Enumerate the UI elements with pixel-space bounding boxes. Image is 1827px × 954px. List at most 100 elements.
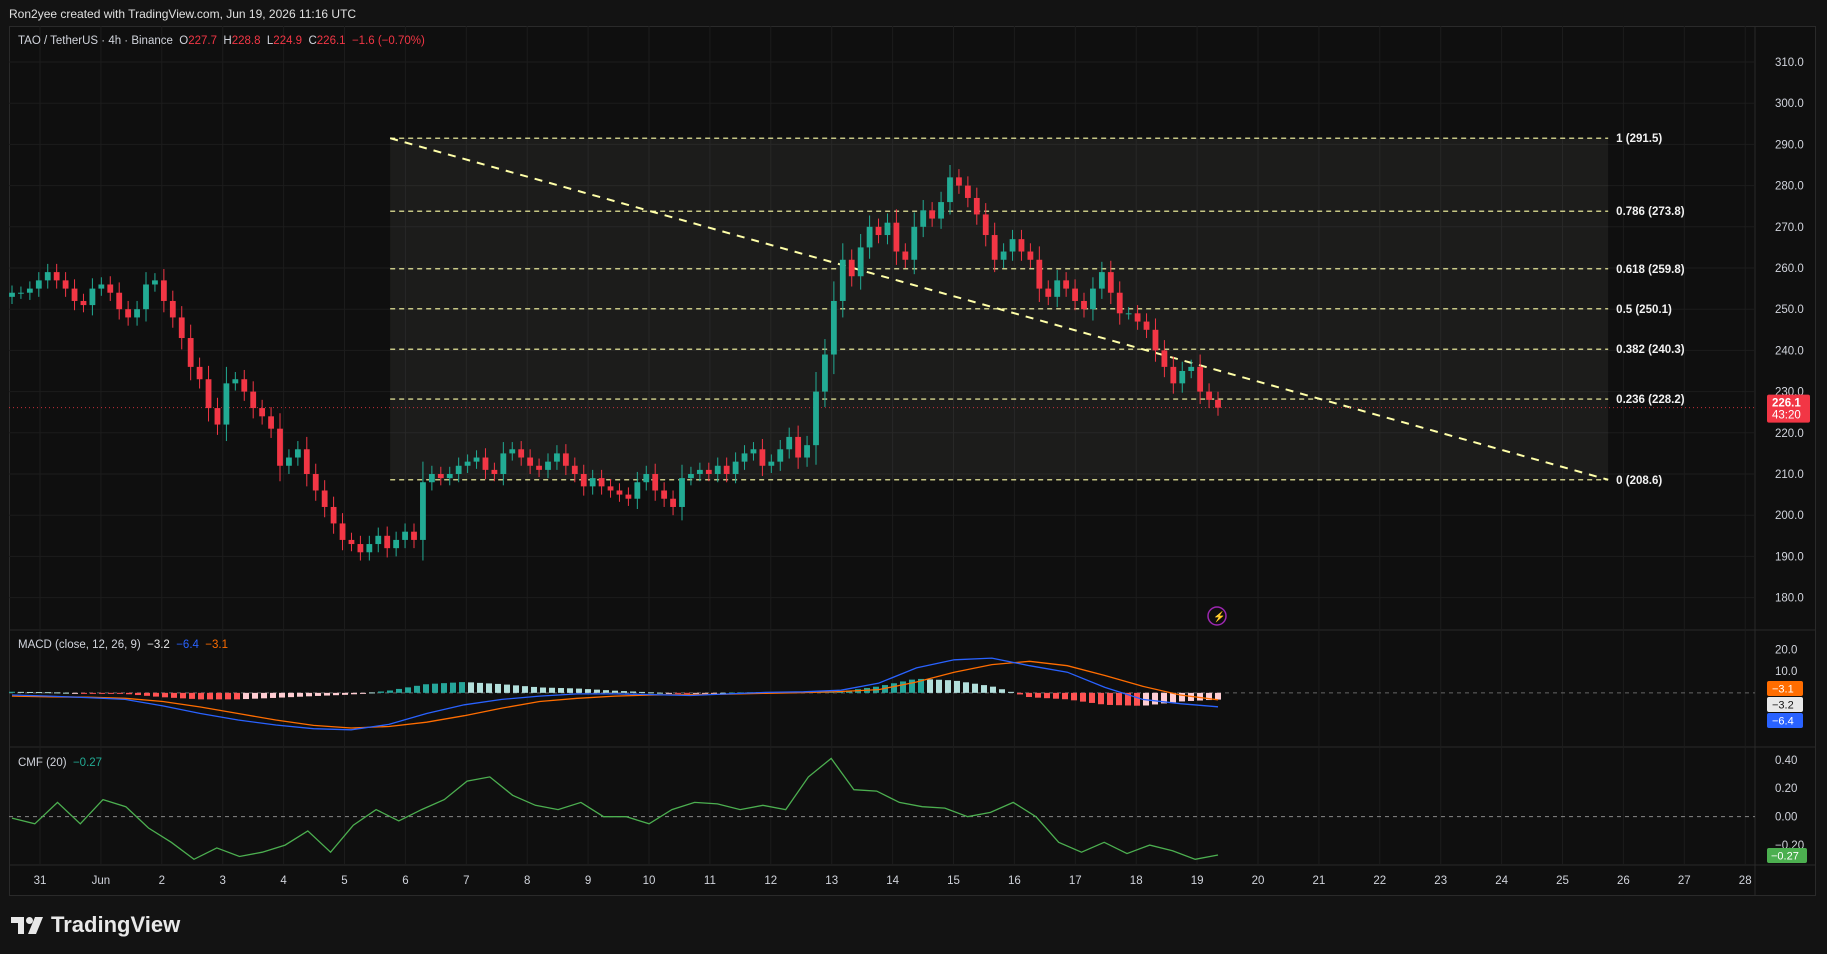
- macd-histogram-bar: [1215, 692, 1221, 700]
- macd-histogram-bar: [567, 688, 573, 693]
- macd-line: [11, 657, 1219, 731]
- candle-body: [18, 292, 24, 294]
- time-axis-label: 16: [1008, 875, 1021, 887]
- candle-body: [446, 474, 453, 479]
- chart-frame[interactable]: [9, 26, 1816, 896]
- macd-histogram-bar: [702, 692, 708, 694]
- time-axis-label: 7: [463, 875, 469, 887]
- macd-value-badge: [1767, 713, 1803, 728]
- candle-body: [554, 453, 560, 462]
- candle-body: [500, 453, 507, 474]
- macd-histogram-bar: [837, 691, 843, 693]
- candle-body: [330, 506, 337, 524]
- fib-level-label: 0.5 (250.1): [1616, 304, 1672, 316]
- macd-histogram-bar: [450, 682, 456, 693]
- macd-histogram-bar: [54, 692, 60, 694]
- candle-body: [607, 486, 614, 491]
- candle-body: [688, 474, 694, 479]
- tradingview-logo-icon: [11, 917, 43, 934]
- macd-histogram-bar: [45, 692, 51, 694]
- candle-body: [705, 469, 712, 474]
- macd-histogram-bar: [990, 686, 996, 693]
- candle-body: [393, 539, 400, 549]
- macd-histogram-bar: [711, 692, 717, 694]
- macd-histogram-bar: [1098, 692, 1104, 705]
- macd-histogram-bar: [396, 688, 402, 693]
- macd-histogram-bar: [72, 692, 78, 694]
- candle-body: [1009, 239, 1016, 252]
- macd-histogram-bar: [459, 682, 465, 693]
- macd-histogram-bar: [189, 692, 195, 699]
- time-axis-label: 11: [704, 875, 716, 887]
- candle-body: [1179, 371, 1186, 384]
- macd-histogram-bar: [99, 692, 105, 694]
- cmf-title: CMF (20): [18, 757, 67, 769]
- candle-body: [411, 531, 417, 540]
- candle-body: [768, 461, 775, 466]
- macd-histogram-bar: [351, 692, 357, 695]
- candle-body: [1027, 251, 1034, 260]
- time-axis-label: 17: [1069, 875, 1082, 887]
- candle-body: [696, 469, 703, 474]
- candle-body: [428, 474, 435, 483]
- macd-histogram-bar: [729, 692, 735, 694]
- cmf-axis-label: 0.40: [1775, 755, 1797, 767]
- macd-histogram-bar: [918, 678, 924, 693]
- macd-value-badge-text: −6.4: [1772, 716, 1794, 728]
- macd-histogram-bar: [468, 682, 474, 693]
- time-axis-label: 3: [219, 875, 225, 887]
- candle-body: [259, 408, 266, 417]
- candle-body: [956, 177, 962, 186]
- macd-histogram-bar: [216, 692, 222, 700]
- candle-body: [822, 354, 828, 392]
- candle-body: [205, 379, 212, 409]
- cmf-value: −0.27: [72, 757, 103, 769]
- candle-body: [89, 288, 96, 306]
- tradingview-logo[interactable]: TradingView: [11, 912, 180, 938]
- time-axis-label: 21: [1313, 875, 1326, 887]
- candle-body: [1197, 366, 1204, 392]
- macd-histogram-bar: [81, 692, 87, 694]
- candle-body: [366, 544, 373, 553]
- macd-value-badge-text: −3.1: [1772, 684, 1794, 696]
- macd-histogram-bar: [36, 692, 42, 694]
- candle-body: [80, 300, 87, 306]
- last-price-badge-countdown: 43:20: [1772, 410, 1801, 422]
- candle-body: [1125, 313, 1132, 315]
- candle-body: [804, 445, 810, 458]
- candle-body: [214, 408, 221, 425]
- time-axis-label: 8: [524, 875, 530, 887]
- time-axis-label: 15: [947, 875, 960, 887]
- macd-histogram-bar: [342, 692, 348, 695]
- candle-body: [303, 449, 310, 474]
- time-axis-label: Jun: [92, 875, 111, 887]
- macd-histogram-bar: [234, 692, 240, 700]
- macd-histogram-bar: [531, 686, 537, 693]
- macd-histogram-bar: [297, 692, 303, 697]
- macd-histogram-bar: [1125, 692, 1131, 706]
- candle-body: [723, 465, 730, 474]
- macd-histogram-bar: [900, 681, 906, 693]
- macd-histogram-bar: [117, 692, 123, 694]
- candle-body: [625, 494, 632, 499]
- candle-body: [643, 474, 650, 483]
- time-axis-label: 10: [643, 875, 656, 887]
- macd-histogram-bar: [207, 692, 213, 700]
- macd-histogram-bar: [981, 685, 987, 693]
- candle-body: [884, 222, 891, 236]
- open-label: O: [179, 35, 189, 47]
- candle-body: [71, 288, 78, 301]
- brand-name: TradingView: [51, 912, 181, 937]
- candle-body: [795, 436, 802, 458]
- macd-histogram-bar: [261, 692, 267, 699]
- time-axis-label: 23: [1434, 875, 1447, 887]
- candle-body: [1107, 272, 1114, 293]
- macd-histogram-bar: [1017, 692, 1023, 695]
- macd-histogram-bar: [612, 690, 618, 693]
- candle-body: [152, 280, 158, 285]
- macd-histogram-bar: [549, 687, 555, 693]
- time-axis-label: 18: [1130, 875, 1143, 887]
- macd-histogram-bar: [585, 689, 591, 693]
- time-axis-label: 20: [1252, 875, 1265, 887]
